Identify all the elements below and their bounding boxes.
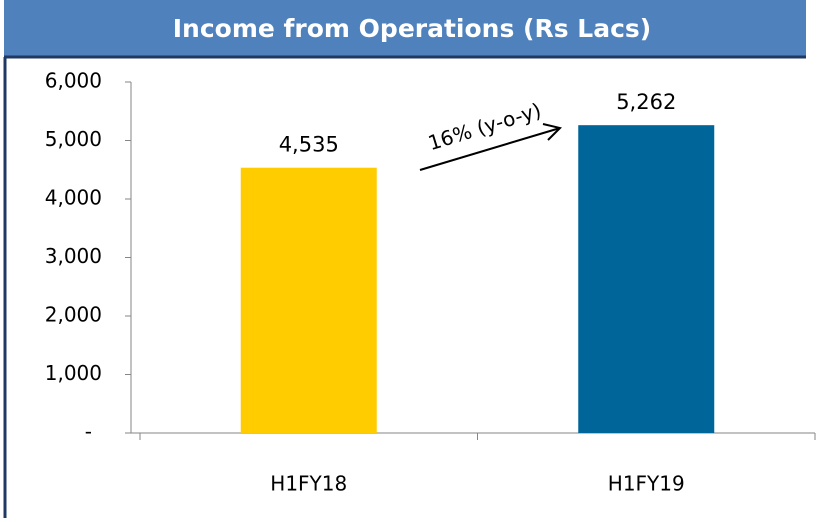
x-tick-label: H1FY19 <box>608 472 685 496</box>
y-tick-label: 6,000 <box>45 69 102 93</box>
y-tick-label: 4,000 <box>45 186 102 210</box>
bar <box>578 125 715 433</box>
annotation: 16% (y-o-y) <box>425 98 544 155</box>
y-tick-label: 5,000 <box>45 127 102 151</box>
arrow-head <box>542 123 562 141</box>
bar <box>240 167 377 433</box>
x-tick-label: H1FY18 <box>270 472 347 496</box>
value-label: 5,262 <box>616 90 676 114</box>
chart-title: Income from Operations (Rs Lacs) <box>173 14 652 43</box>
title-banner <box>4 0 806 56</box>
y-tick-label: 2,000 <box>45 303 102 327</box>
y-tick-label: 3,000 <box>45 244 102 268</box>
y-tick-label: - <box>85 420 92 444</box>
value-label: 4,535 <box>279 133 339 157</box>
y-tick-label: 1,000 <box>45 361 102 385</box>
annotation-arrow <box>419 127 561 171</box>
